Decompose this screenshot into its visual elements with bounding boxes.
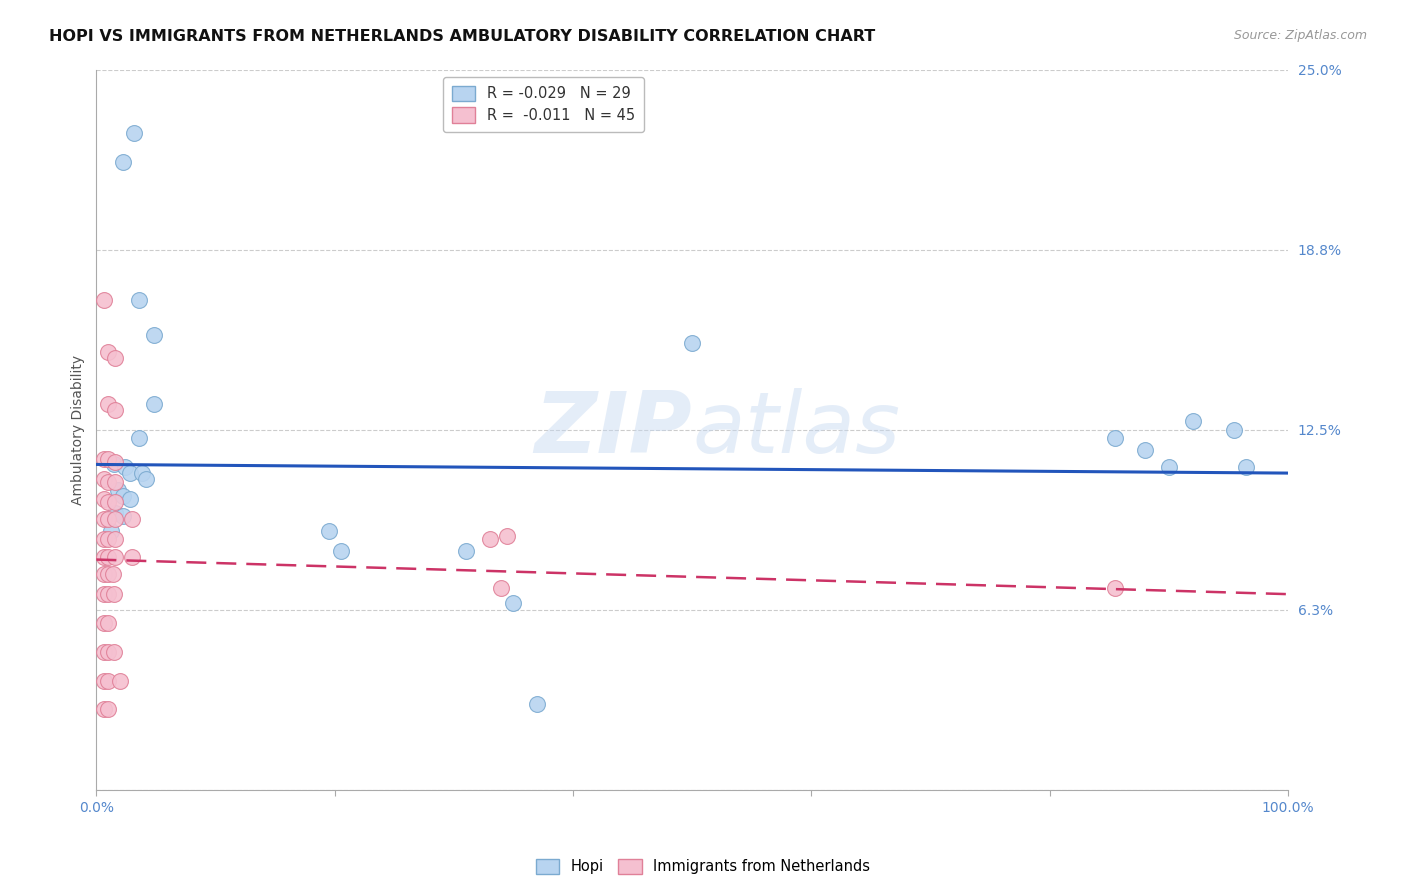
- Point: [478, 533, 501, 547]
- Point: [97, 587, 120, 601]
- Point: [93, 472, 115, 486]
- Point: [93, 615, 115, 630]
- Y-axis label: Ambulatory Disability: Ambulatory Disability: [72, 355, 86, 505]
- Point: [502, 596, 524, 610]
- Point: [104, 507, 127, 521]
- Point: [329, 544, 352, 558]
- Point: [121, 512, 143, 526]
- Point: [104, 512, 127, 526]
- Point: [681, 336, 703, 351]
- Point: [111, 509, 134, 524]
- Point: [491, 582, 513, 596]
- Point: [318, 524, 340, 538]
- Point: [103, 458, 125, 472]
- Point: [93, 512, 115, 526]
- Point: [97, 475, 120, 489]
- Point: [103, 645, 125, 659]
- Point: [97, 566, 120, 581]
- Point: [1104, 582, 1126, 596]
- Point: [93, 673, 115, 688]
- Point: [128, 293, 150, 307]
- Point: [104, 475, 127, 489]
- Point: [97, 495, 120, 509]
- Point: [93, 451, 115, 466]
- Point: [1104, 432, 1126, 446]
- Point: [121, 549, 143, 564]
- Point: [97, 397, 120, 411]
- Point: [93, 533, 115, 547]
- Point: [496, 529, 519, 543]
- Point: [104, 351, 127, 365]
- Point: [526, 697, 548, 711]
- Point: [97, 673, 120, 688]
- Point: [97, 549, 120, 564]
- Point: [135, 472, 157, 486]
- Point: [97, 533, 120, 547]
- Point: [142, 397, 165, 411]
- Point: [1223, 423, 1246, 437]
- Point: [1157, 460, 1180, 475]
- Point: [93, 549, 115, 564]
- Point: [97, 702, 120, 716]
- Point: [104, 495, 127, 509]
- Point: [97, 512, 120, 526]
- Point: [107, 483, 129, 498]
- Point: [1133, 443, 1156, 458]
- Point: [142, 327, 165, 342]
- Point: [111, 154, 134, 169]
- Point: [108, 673, 131, 688]
- Point: [114, 460, 136, 475]
- Point: [93, 645, 115, 659]
- Point: [104, 549, 127, 564]
- Point: [124, 126, 146, 140]
- Point: [103, 587, 125, 601]
- Point: [97, 615, 120, 630]
- Point: [97, 645, 120, 659]
- Point: [111, 489, 134, 503]
- Legend: Hopi, Immigrants from Netherlands: Hopi, Immigrants from Netherlands: [530, 853, 876, 880]
- Point: [128, 432, 150, 446]
- Text: atlas: atlas: [692, 388, 900, 471]
- Point: [101, 566, 124, 581]
- Point: [1234, 460, 1257, 475]
- Text: ZIP: ZIP: [534, 388, 692, 471]
- Text: Source: ZipAtlas.com: Source: ZipAtlas.com: [1233, 29, 1367, 42]
- Point: [93, 587, 115, 601]
- Point: [1181, 414, 1204, 428]
- Point: [131, 466, 153, 480]
- Point: [118, 466, 141, 480]
- Point: [97, 451, 120, 466]
- Point: [93, 491, 115, 506]
- Point: [454, 544, 477, 558]
- Point: [93, 566, 115, 581]
- Point: [97, 345, 120, 359]
- Point: [104, 533, 127, 547]
- Point: [104, 402, 127, 417]
- Point: [100, 524, 122, 538]
- Legend: R = -0.029   N = 29, R =  -0.011   N = 45: R = -0.029 N = 29, R = -0.011 N = 45: [443, 77, 644, 132]
- Point: [104, 454, 127, 468]
- Text: HOPI VS IMMIGRANTS FROM NETHERLANDS AMBULATORY DISABILITY CORRELATION CHART: HOPI VS IMMIGRANTS FROM NETHERLANDS AMBU…: [49, 29, 876, 44]
- Point: [118, 491, 141, 506]
- Point: [93, 702, 115, 716]
- Point: [93, 293, 115, 307]
